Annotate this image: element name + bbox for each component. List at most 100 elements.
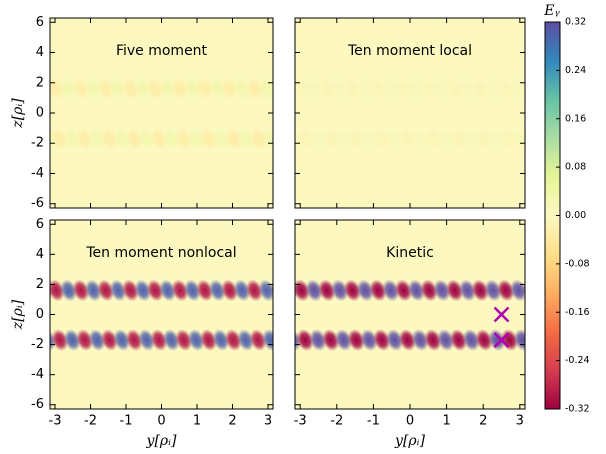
field-blob (262, 329, 273, 352)
y-tick-label: 0 (36, 106, 44, 121)
field-blob (125, 329, 143, 352)
field-blob (212, 329, 230, 352)
field-blob (258, 279, 273, 302)
x-tick-label: 1 (442, 414, 450, 429)
field-blob (322, 127, 340, 150)
field-blob (433, 77, 451, 100)
field-blob (134, 77, 152, 100)
field-blob (513, 127, 525, 150)
x-tick-label: -2 (84, 414, 97, 429)
field-blob (524, 125, 547, 152)
field-blob (233, 77, 251, 100)
field-blob (50, 127, 56, 150)
field-blob (212, 127, 230, 150)
field-blob (134, 279, 152, 302)
x-tick-label: -1 (120, 414, 133, 429)
field-blob (360, 127, 378, 150)
field-blob (395, 279, 413, 302)
field-blob (386, 127, 404, 150)
field-blob (309, 127, 327, 150)
panel-title: Five moment (116, 43, 208, 59)
y-tick-label: 2 (36, 75, 44, 90)
field-blob (125, 127, 143, 150)
field-blob (50, 329, 56, 352)
field-blob (72, 279, 90, 302)
panel-background (50, 220, 273, 409)
field-blob (200, 127, 217, 150)
field-blob (475, 127, 493, 150)
field-blob (398, 329, 417, 352)
panel-background (295, 220, 525, 409)
field-blob (72, 77, 90, 100)
field-blob (347, 127, 365, 150)
field-blob (88, 127, 106, 150)
field-blob (373, 329, 391, 352)
marker (493, 332, 510, 348)
field-blob (196, 279, 214, 302)
field-blob (437, 127, 455, 150)
field-blob (369, 77, 387, 100)
x-tick-label: -3 (49, 414, 62, 429)
field-blob (150, 329, 168, 352)
field-blob (510, 279, 525, 302)
field-blob (246, 77, 263, 100)
field-blob (295, 77, 310, 100)
field-blob (305, 279, 323, 302)
field-blob (386, 329, 404, 352)
field-blob (208, 279, 226, 302)
field-blob (458, 279, 477, 302)
field-blob (50, 279, 65, 302)
field (50, 77, 273, 150)
field-blob (295, 127, 302, 150)
field-blob (233, 279, 251, 302)
field-blob (175, 329, 193, 352)
y-axis-label: z[ρᵢ] (10, 299, 26, 330)
field-blob (97, 279, 115, 302)
x-tick-label: 0 (406, 414, 414, 429)
field-blob (347, 329, 365, 352)
field-blob (187, 329, 205, 352)
colorbar-tick-label: 0.24 (565, 65, 586, 76)
field-blob (237, 127, 255, 150)
field-blob (138, 127, 156, 150)
field-blob (356, 279, 374, 302)
field-blob (407, 77, 425, 100)
x-tick-label: 1 (193, 414, 201, 429)
colorbar-tick-label: -0.32 (565, 404, 590, 415)
colorbar-tick-label: 0.16 (565, 113, 586, 124)
y-tick-label: -6 (31, 397, 44, 412)
field-blob (449, 127, 468, 150)
field-blob (76, 127, 94, 150)
field-blob (97, 77, 115, 100)
field (295, 279, 525, 352)
field-blob (175, 127, 193, 150)
y-tick-label: -6 (31, 196, 44, 211)
field (50, 279, 273, 352)
field-blob (163, 127, 180, 150)
x-tick-label: 2 (228, 414, 236, 429)
x-tick-label: -3 (294, 414, 307, 429)
field-blob (373, 127, 391, 150)
panel-background (50, 18, 273, 208)
field-blob (462, 329, 480, 352)
colorbar-tick-label: -0.24 (565, 355, 590, 366)
field-blob (159, 279, 177, 302)
field-blob (63, 329, 81, 352)
field-blob (146, 279, 164, 302)
field-blob (113, 127, 131, 150)
field-blob (513, 329, 525, 352)
field-blob (411, 127, 429, 150)
field-blob (200, 329, 217, 352)
field-blob (171, 77, 189, 100)
x-axis-label: y[ρᵢ] (146, 433, 177, 449)
field-blob (63, 127, 81, 150)
field-blob (196, 77, 214, 100)
field-blob (356, 77, 374, 100)
field-blob (488, 127, 506, 150)
field-blob (510, 77, 525, 100)
field-blob (187, 127, 205, 150)
field-blob (150, 127, 168, 150)
x-tick-label: 0 (157, 414, 165, 429)
y-tick-label: 4 (36, 247, 44, 262)
